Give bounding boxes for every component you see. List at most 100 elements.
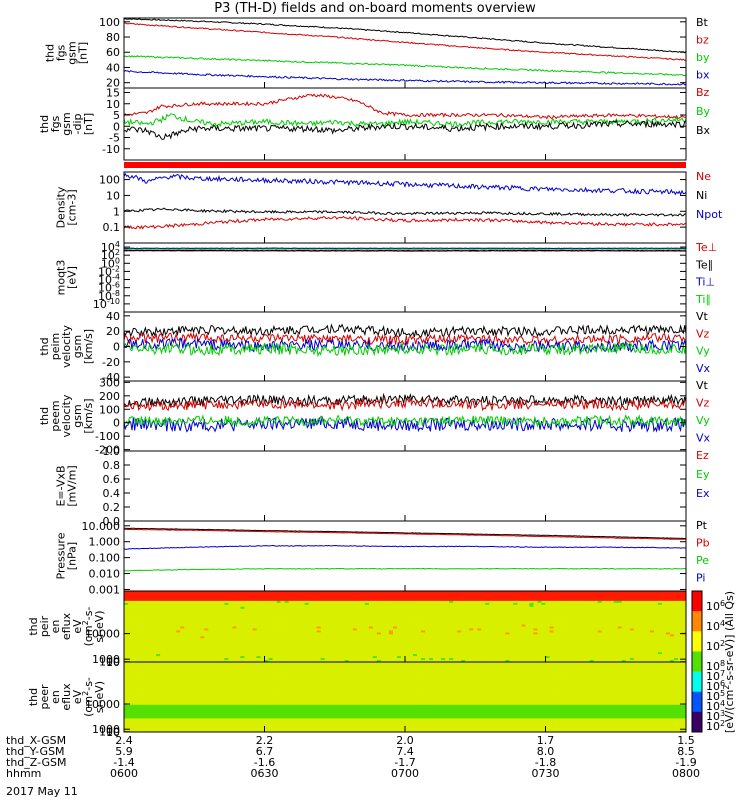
heatmap-cell bbox=[473, 600, 478, 604]
heatmap-cell bbox=[501, 622, 506, 625]
heatmap-cell bbox=[360, 652, 366, 655]
heatmap-cell bbox=[601, 648, 607, 651]
heatmap-cell bbox=[376, 656, 382, 659]
heatmap-cell bbox=[577, 650, 583, 653]
heatmap-cell bbox=[268, 616, 273, 620]
heatmap-cell bbox=[473, 642, 478, 645]
heatmap-cell bbox=[569, 620, 574, 623]
heatmap-cell bbox=[308, 624, 314, 627]
heatmap-cell bbox=[553, 624, 558, 627]
heatmap-cell bbox=[172, 596, 177, 600]
heatmap-cell bbox=[396, 624, 402, 627]
heatmap-cell bbox=[449, 608, 454, 612]
heatmap-cell bbox=[224, 642, 229, 645]
heatmap-cell bbox=[204, 658, 209, 661]
heatmap-cell bbox=[489, 608, 494, 612]
heatmap-cell bbox=[212, 616, 217, 620]
heatmap-cell bbox=[360, 618, 366, 621]
heatmap-cell bbox=[288, 636, 293, 639]
heatmap-cell bbox=[196, 636, 201, 639]
heatmap-cell bbox=[248, 656, 253, 659]
heatmap-cell bbox=[645, 640, 651, 643]
heatmap-cell bbox=[144, 618, 149, 621]
heatmap-cell bbox=[617, 602, 623, 606]
heatmap-cell bbox=[244, 658, 249, 661]
heatmap-cell bbox=[513, 600, 518, 604]
heatmap-cell bbox=[320, 650, 326, 653]
heatmap-cell bbox=[380, 644, 386, 647]
heatmap-cell bbox=[332, 598, 338, 602]
heatmap-cell bbox=[260, 640, 265, 643]
heatmap-cell bbox=[613, 612, 619, 616]
heatmap-cell bbox=[497, 608, 502, 612]
heatmap-cell bbox=[140, 620, 145, 623]
heatmap-cell bbox=[208, 652, 213, 655]
heatmap-cell bbox=[517, 606, 522, 610]
heatmap-cell bbox=[545, 596, 550, 600]
heatmap-cell bbox=[581, 642, 587, 645]
y-tick-label: -200 bbox=[95, 444, 120, 457]
heatmap-cell bbox=[645, 600, 651, 604]
heatmap-cell bbox=[605, 591, 611, 594]
heatmap-cell bbox=[328, 652, 334, 655]
heatmap-cell bbox=[641, 628, 647, 631]
heatmap-cell bbox=[216, 608, 221, 612]
heatmap-cell bbox=[396, 620, 402, 623]
heatmap-cell bbox=[617, 656, 623, 659]
heatmap-cell bbox=[396, 596, 402, 600]
heatmap-cell bbox=[489, 632, 494, 635]
heatmap-cell bbox=[300, 652, 306, 655]
heatmap-cell bbox=[144, 600, 149, 604]
heatmap-cell bbox=[417, 612, 422, 616]
heatmap-cell bbox=[541, 592, 546, 596]
heatmap-cell bbox=[160, 594, 165, 598]
heatmap-cell bbox=[276, 591, 281, 594]
heatmap-cell bbox=[533, 646, 538, 649]
y-axis-label: E=-VxB bbox=[55, 465, 68, 506]
heatmap-cell bbox=[417, 658, 422, 661]
heatmap-cell bbox=[364, 640, 370, 643]
heatmap-cell bbox=[396, 632, 402, 635]
heatmap-cell bbox=[469, 642, 474, 645]
heatmap-cell bbox=[192, 650, 197, 653]
heatmap-cell bbox=[625, 646, 631, 649]
heatmap-cell bbox=[477, 636, 482, 639]
heatmap-cell bbox=[637, 654, 643, 657]
heatmap-cell bbox=[441, 604, 446, 608]
heatmap-cell bbox=[461, 616, 466, 620]
heatmap-cell bbox=[356, 656, 362, 659]
heatmap-cell bbox=[485, 622, 490, 625]
heatmap-cell bbox=[445, 616, 450, 620]
heatmap-cell bbox=[348, 604, 354, 608]
series-fgs_gsm-by bbox=[123, 55, 687, 77]
heatmap-cell bbox=[577, 591, 583, 594]
heatmap-cell bbox=[585, 610, 591, 614]
heatmap-cell bbox=[356, 612, 362, 616]
heatmap-cell bbox=[308, 591, 314, 594]
heatmap-cell bbox=[396, 622, 402, 625]
heatmap-cell bbox=[589, 598, 595, 602]
heatmap-cell bbox=[605, 656, 611, 659]
heatmap-cell bbox=[529, 652, 534, 655]
heatmap-cell bbox=[425, 630, 430, 633]
heatmap-cell bbox=[360, 648, 366, 651]
heatmap-cell bbox=[613, 650, 619, 653]
heatmap-cell bbox=[537, 626, 542, 629]
heatmap-cell bbox=[244, 618, 249, 621]
heatmap-cell bbox=[396, 626, 402, 629]
legend-Ti∥: Ti∥ bbox=[695, 293, 711, 306]
heatmap-cell bbox=[537, 660, 542, 663]
heatmap-cell bbox=[497, 626, 502, 629]
heatmap-cell bbox=[224, 624, 229, 627]
heatmap-cell bbox=[405, 614, 410, 618]
heatmap-cell bbox=[364, 660, 370, 663]
heatmap-cell bbox=[441, 656, 446, 659]
heatmap-cell bbox=[441, 616, 446, 620]
heatmap-cell bbox=[316, 622, 322, 625]
heatmap-cell bbox=[156, 642, 161, 645]
heatmap-cell bbox=[184, 596, 189, 600]
heatmap-cell bbox=[188, 652, 193, 655]
heatmap-cell bbox=[196, 634, 201, 637]
heatmap-cell bbox=[332, 652, 338, 655]
heatmap-cell bbox=[601, 644, 607, 647]
